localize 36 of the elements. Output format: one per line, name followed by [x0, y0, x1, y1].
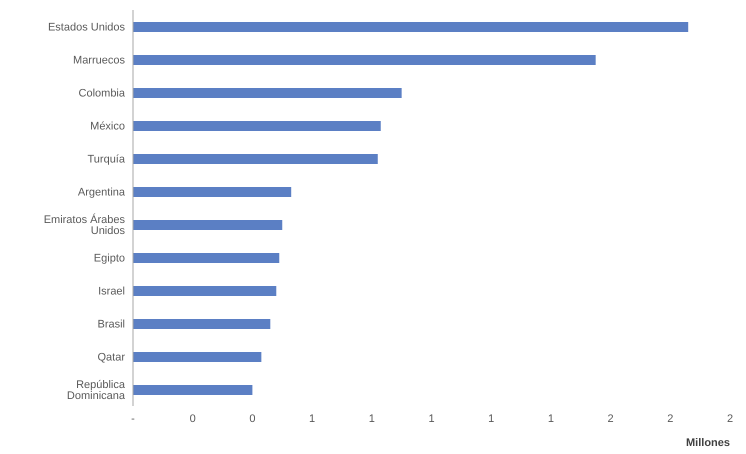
x-tick-label: 1	[428, 412, 435, 425]
x-tick-label: 2	[667, 412, 674, 425]
bar	[133, 385, 252, 395]
x-tick-label: -	[131, 412, 136, 425]
y-tick-label: Brasil	[97, 318, 125, 330]
y-tick-label: Argentina	[78, 186, 126, 198]
bar	[133, 121, 381, 131]
x-tick-label: 2	[608, 412, 614, 425]
bar	[133, 220, 282, 230]
y-tick-label: Emiratos Árabes Unidos	[44, 212, 126, 237]
bar	[133, 88, 402, 98]
bar	[133, 319, 270, 329]
y-tick-label: Estados Unidos	[48, 21, 126, 34]
bar	[133, 286, 276, 296]
bar	[133, 154, 378, 164]
y-tick-label: República Dominicana	[66, 378, 126, 402]
y-tick-label: Israel	[98, 285, 125, 298]
y-tick-label: Turquía	[87, 153, 126, 166]
bar	[133, 187, 292, 197]
bar	[133, 352, 262, 362]
x-tick-label: 0	[190, 412, 196, 425]
y-tick-label: Qatar	[97, 351, 126, 364]
x-tick-label: 0	[249, 412, 256, 425]
bar	[133, 253, 280, 263]
bar	[133, 22, 688, 32]
bar	[133, 55, 596, 65]
x-axis-title: Millones	[686, 437, 730, 449]
y-tick-label: Marruecos	[73, 54, 126, 66]
y-tick-label: México	[90, 120, 125, 132]
x-tick-label: 1	[488, 412, 494, 425]
y-tick-label: Colombia	[78, 87, 126, 100]
x-tick-label: 1	[548, 412, 554, 425]
x-tick-label: 2	[726, 412, 734, 425]
x-tick-label: 1	[368, 412, 375, 425]
y-tick-label: Egipto	[94, 252, 125, 264]
x-tick-label: 1	[309, 412, 316, 425]
